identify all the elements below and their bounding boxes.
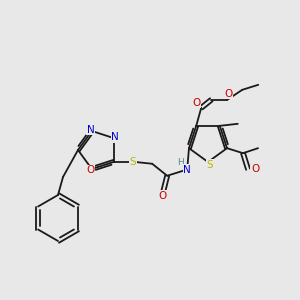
Text: N: N bbox=[183, 165, 191, 175]
Text: O: O bbox=[251, 164, 259, 174]
Text: N: N bbox=[111, 132, 119, 142]
Text: O: O bbox=[87, 165, 95, 175]
Text: O: O bbox=[158, 191, 166, 201]
Text: O: O bbox=[224, 89, 232, 99]
Text: S: S bbox=[130, 157, 136, 167]
Text: N: N bbox=[87, 125, 95, 135]
Text: O: O bbox=[192, 98, 200, 108]
Text: S: S bbox=[207, 160, 213, 170]
Text: H: H bbox=[177, 158, 184, 167]
